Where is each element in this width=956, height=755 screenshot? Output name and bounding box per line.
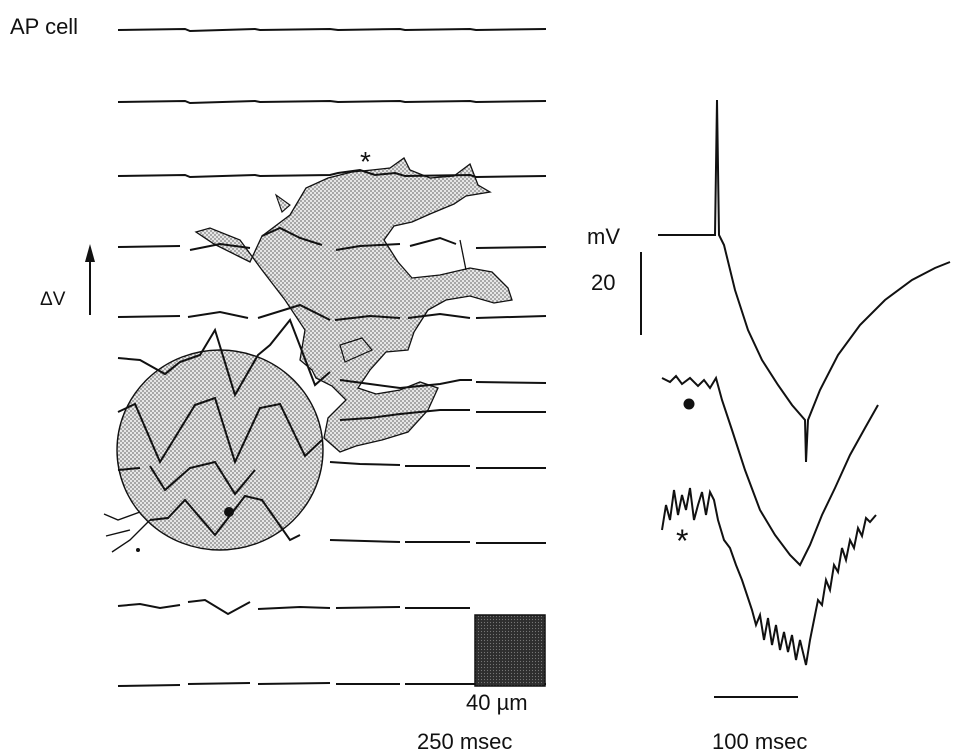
dendritic-arbor xyxy=(194,157,513,453)
dot-marker-soma xyxy=(224,507,234,517)
trace-row-3 xyxy=(117,168,547,179)
neuron-soma xyxy=(116,349,324,551)
left-time-scale-label: 250 msec xyxy=(417,729,513,754)
asterisk-marked-trace xyxy=(661,487,877,666)
trace-row-1 xyxy=(117,27,547,33)
trace-row-7 xyxy=(117,396,546,465)
trace-row-8 xyxy=(117,460,546,496)
cell-label: AP cell xyxy=(10,14,79,39)
spatial-scale-square xyxy=(474,614,546,687)
trace-row-10 xyxy=(117,598,470,616)
voltage-scale-value: 20 xyxy=(591,270,616,295)
dot-marker-trace xyxy=(683,398,695,410)
asterisk-marker-dendrite: * xyxy=(360,146,371,177)
dot-marked-trace xyxy=(661,374,879,567)
asterisk-marker-trace: * xyxy=(676,523,689,559)
ap-cell-trace xyxy=(658,99,951,463)
trace-row-5 xyxy=(117,303,547,321)
trace-row-11 xyxy=(117,682,546,687)
delta-v-arrow xyxy=(85,244,95,315)
right-time-scale-label: 100 msec xyxy=(712,729,808,754)
voltage-unit-label: mV xyxy=(587,224,620,249)
trace-row-2 xyxy=(117,99,547,105)
delta-v-label: ΔV xyxy=(40,289,66,310)
trace-row-6 xyxy=(117,318,547,398)
spatial-scale-label: 40 µm xyxy=(466,690,528,715)
trace-row-4 xyxy=(117,226,547,251)
